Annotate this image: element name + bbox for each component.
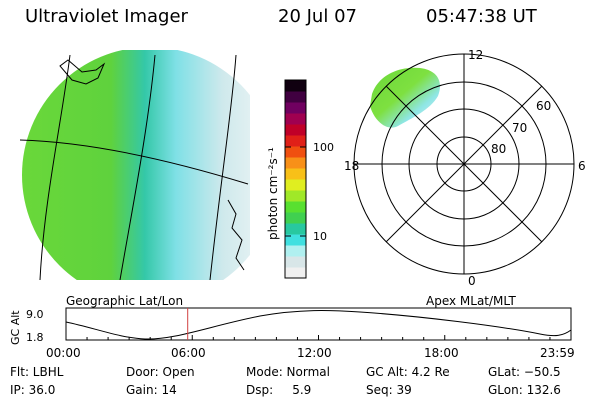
glon-info: GLon: 132.6	[488, 383, 561, 397]
longitude-line	[39, 54, 71, 280]
altitude-ylabel: GC Alt	[9, 310, 22, 345]
altitude-xtick: 23:59	[540, 346, 575, 360]
mlt-label-6: 6	[578, 159, 586, 173]
apex-panel-label: Apex MLat/MLT	[426, 294, 516, 308]
altitude-xtick: 12:00	[297, 346, 332, 360]
gain-info: Gain: 14	[126, 383, 177, 397]
colorbar: 100 10 photon cm⁻²s⁻¹	[266, 79, 334, 279]
colorbar-band	[285, 113, 306, 125]
mlat-label-70: 70	[512, 121, 527, 135]
altitude-xtick: 18:00	[424, 346, 459, 360]
ip-info: IP: 36.0	[10, 383, 56, 397]
app-title: Ultraviolet Imager	[25, 6, 188, 27]
colorbar-band	[285, 212, 306, 224]
colorbar-band	[285, 80, 306, 92]
colorbar-band	[285, 157, 306, 169]
colorbar-band	[285, 256, 306, 268]
geographic-image-panel	[20, 50, 250, 280]
geographic-panel-label: Geographic Lat/Lon	[66, 294, 183, 308]
colorbar-band	[285, 135, 306, 147]
polar-plot-panel: 12 18 6 0 60 70 80	[344, 48, 586, 288]
colorbar-unit-label: photon cm⁻²s⁻¹	[266, 147, 280, 240]
altitude-xtick: 06:00	[171, 346, 206, 360]
altitude-ytick-min: 1.8	[26, 331, 44, 344]
auroral-emission-region	[22, 50, 250, 280]
colorbar-band	[285, 190, 306, 202]
altitude-xtick: 00:00	[46, 346, 81, 360]
altitude-plot: 9.0 1.8 GC Alt 00:00 06:00 12:00 18:00 2…	[9, 307, 575, 360]
coastline-north	[59, 59, 106, 85]
colorbar-tick-10: 10	[313, 230, 327, 243]
colorbar-band	[285, 267, 306, 279]
altitude-ytick-max: 9.0	[26, 308, 44, 321]
colorbar-band	[285, 245, 306, 257]
colorbar-tick-100: 100	[313, 141, 334, 154]
dsp-info: Dsp: 5.9	[246, 383, 312, 397]
colorbar-band	[285, 91, 306, 103]
latitude-line	[20, 139, 249, 185]
mlt-label-18: 18	[344, 159, 359, 173]
colorbar-band	[285, 179, 306, 191]
longitude-line	[209, 54, 237, 280]
altitude-curve	[65, 310, 572, 340]
filter-info: Flt: LBHL	[10, 365, 64, 379]
door-info: Door: Open	[126, 365, 195, 379]
colorbar-band	[285, 102, 306, 114]
colorbar-band	[285, 124, 306, 136]
coastline-east	[227, 199, 245, 271]
mode-info: Mode: Normal	[246, 365, 330, 379]
polar-emission-region	[370, 67, 440, 128]
colorbar-band	[285, 223, 306, 235]
gc-alt-info: GC Alt: 4.2 Re	[366, 365, 450, 379]
mlat-label-80: 80	[491, 142, 506, 156]
time-label: 05:47:38 UT	[426, 6, 537, 27]
mlt-label-12: 12	[468, 48, 483, 62]
mlat-label-60: 60	[536, 99, 551, 113]
colorbar-band	[285, 201, 306, 213]
date-label: 20 Jul 07	[278, 6, 357, 27]
glat-info: GLat: −50.5	[488, 365, 561, 379]
seq-info: Seq: 39	[366, 383, 412, 397]
colorbar-band	[285, 234, 306, 246]
longitude-line	[119, 54, 156, 280]
colorbar-band	[285, 168, 306, 180]
mlt-label-0: 0	[468, 274, 476, 288]
colorbar-band	[285, 146, 306, 158]
